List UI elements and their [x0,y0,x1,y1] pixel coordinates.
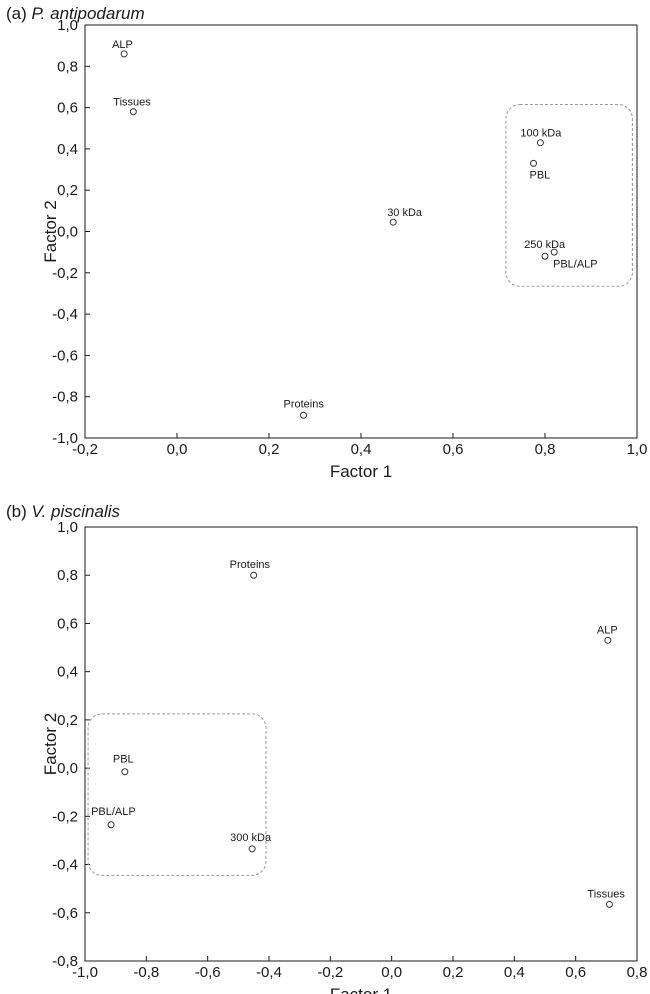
point-pbl [530,159,537,167]
x-tick-label: -0,2 [317,964,343,981]
point-label-pbl: PBL [113,754,134,766]
point-pbl-alp [541,252,549,260]
panel-b-title: (b) V. piscinalis [6,502,120,522]
x-tick-label: -0,8 [133,964,159,981]
point-proteins [300,411,307,419]
panel-a-label: (a) [6,4,27,23]
x-tick-label: 0,0 [167,441,188,458]
x-tick-label: -0,2 [72,441,98,458]
point-label-pbl-alp: PBL/ALP [553,258,598,270]
x-tick-label: 0,8 [535,441,556,458]
point-label-pbl-alp: PBL/ALP [91,806,136,818]
point-label-proteins: Proteins [230,559,271,571]
panel-b-species: V. piscinalis [31,502,121,521]
y-tick-label: 0,2 [57,182,78,199]
y-tick-label: 0,8 [57,567,78,584]
x-tick-label: -0,6 [195,964,221,981]
x-tick-label: 0,8 [627,964,648,981]
y-axis-label: Factor 2 [41,713,60,775]
y-tick-label: -0,2 [52,808,78,825]
y-tick-label: 0,0 [57,760,78,777]
y-tick-label: 1,0 [57,17,78,34]
plot-frame [84,526,638,962]
y-tick-label: 0,8 [57,58,78,75]
point-label-tissues: Tissues [587,888,625,900]
cluster-box [505,104,633,287]
point-label-30-kda: 30 kDa [387,207,423,219]
point-tissues [605,900,613,908]
x-tick-label: 0,2 [259,441,280,458]
point-label-alp: ALP [112,39,133,51]
point-label-alp: ALP [597,624,618,636]
point-proteins [250,571,258,579]
x-axis-label: Factor 1 [330,985,392,994]
x-tick-label: 0,6 [443,441,464,458]
panel-b: (b) V. piscinalis -1,0 -0,8 -0,6 -0,4 -0,2 0,… [0,500,650,994]
y-tick-label: -0,8 [52,953,78,970]
y-tick-label: 1,0 [57,519,78,536]
y-tick-label: 0,6 [57,100,78,117]
x-tick-label: 0,0 [381,964,402,981]
x-tick-label: -0,4 [256,964,282,981]
point-alp [120,50,128,58]
point-300-kda [248,845,256,853]
panel-b-label: (b) [6,502,27,521]
point-tissues [129,108,137,116]
point-label-100-kda: 100 kDa [520,128,562,140]
scatter-plot-a: -0,2 0,0 0,2 0,4 0,6 0,8 1,0 1,0 0,8 0,6 0,4 0,2 0,0… [41,17,648,481]
scatter-plot-b: -1,0 -0,8 -0,6 -0,4 -0,2 0,0 0,2 0,4 0,6 0,81,00,… [41,519,648,994]
panel-a: (a) P. antipodarum -0,2 0,0 0,2 0,4 0,6 0,8 1,… [0,0,650,490]
x-tick-label: 0,6 [565,964,586,981]
point-pbl-alp [107,821,115,829]
point-label-tissues: Tissues [113,97,151,109]
point-label-pbl: PBL [530,169,551,181]
y-tick-label: 0,6 [57,615,78,632]
cluster-box [87,713,267,876]
y-tick-label: -0,2 [52,265,78,282]
point-30-kda [389,218,397,226]
y-tick-label: -0,6 [52,905,78,922]
y-tick-label: 0,4 [57,141,78,158]
x-tick-label: 0,4 [504,964,525,981]
y-tick-label: 0,0 [57,224,78,241]
plot-frame [84,24,638,439]
y-tick-label: -0,4 [52,306,78,323]
point-250-kda [550,248,558,256]
point-100-kda [536,139,544,147]
y-tick-label: 0,2 [57,712,78,729]
y-tick-label: -0,8 [52,389,78,406]
x-tick-label: 0,4 [351,441,372,458]
y-tick-label: -0,6 [52,347,78,364]
point-label-300-kda: 300 kDa [230,832,272,844]
y-tick-label: 0,4 [57,664,78,681]
point-label-proteins: Proteins [284,398,325,410]
point-alp [604,636,612,644]
y-axis-label: Factor 2 [41,200,60,262]
x-tick-label: 0,2 [443,964,464,981]
x-tick-label: 1,0 [627,441,648,458]
panel-a-species: P. antipodarum [31,4,145,23]
x-tick-label: -1,0 [72,964,98,981]
panel-a-title: (a) P. antipodarum [6,4,145,24]
point-label-250-kda: 250 kDa [524,239,566,251]
y-tick-label: -1,0 [52,430,78,447]
point-pbl [121,768,129,776]
y-tick-label: -0,4 [52,857,78,874]
x-axis-label: Factor 1 [330,462,392,481]
